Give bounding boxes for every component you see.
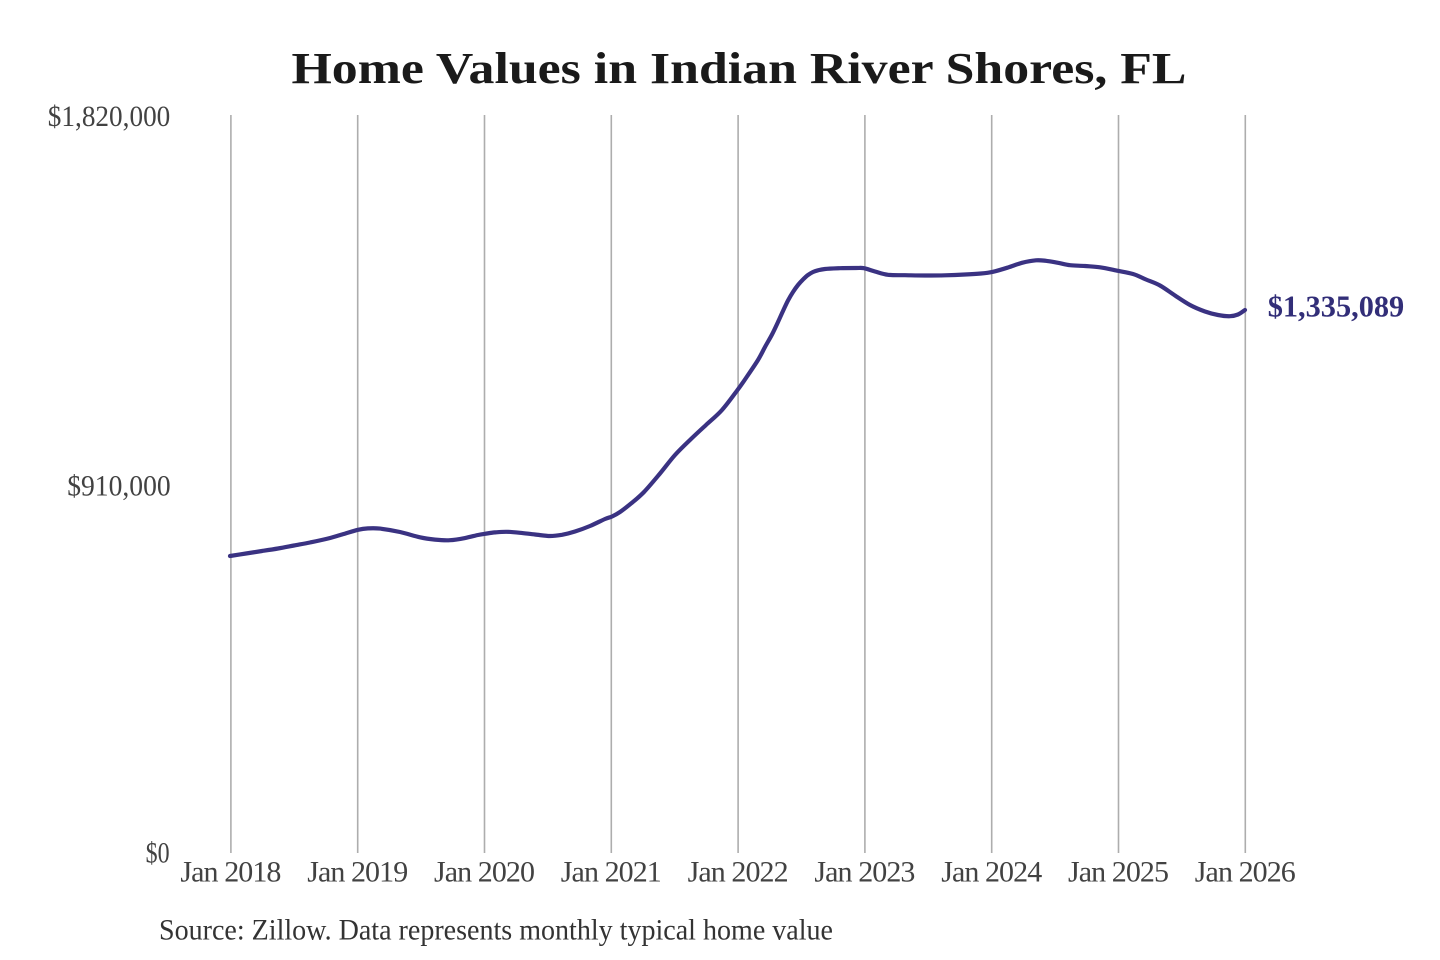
svg-text:Jan 2026: Jan 2026 — [1195, 856, 1296, 889]
svg-text:$1,820,000: $1,820,000 — [48, 100, 171, 133]
svg-text:Jan 2024: Jan 2024 — [941, 856, 1042, 889]
svg-text:Source: Zillow. Data represent: Source: Zillow. Data represents monthly … — [159, 914, 833, 947]
svg-text:Jan 2023: Jan 2023 — [814, 856, 915, 889]
svg-text:$1,335,089: $1,335,089 — [1268, 288, 1405, 323]
svg-text:Jan 2019: Jan 2019 — [307, 856, 408, 889]
svg-text:Jan 2020: Jan 2020 — [434, 856, 535, 889]
svg-text:Jan 2022: Jan 2022 — [688, 856, 789, 889]
svg-text:Home Values in Indian River Sh: Home Values in Indian River Shores, FL — [292, 44, 1187, 93]
svg-text:$910,000: $910,000 — [67, 470, 171, 503]
svg-text:$0: $0 — [146, 837, 170, 870]
svg-text:Jan 2018: Jan 2018 — [180, 856, 281, 889]
svg-text:Jan 2021: Jan 2021 — [561, 856, 662, 889]
svg-text:Jan 2025: Jan 2025 — [1068, 856, 1169, 889]
